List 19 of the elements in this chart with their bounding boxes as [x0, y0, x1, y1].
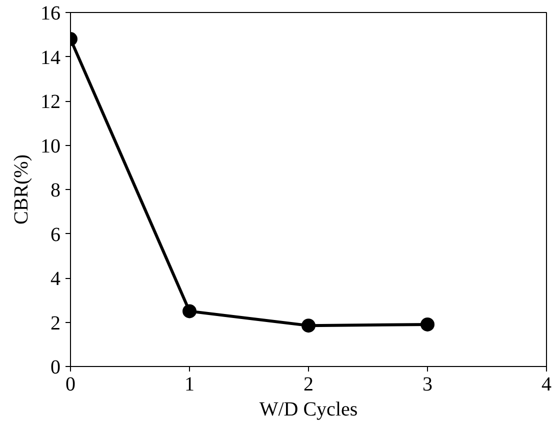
x-axis-title: W/D Cycles [259, 398, 358, 420]
x-tick-label: 0 [66, 374, 76, 396]
y-tick-label: 0 [50, 356, 60, 378]
x-tick-label: 2 [304, 374, 314, 396]
y-tick-label: 4 [50, 268, 60, 290]
point [302, 318, 316, 333]
point [420, 317, 434, 332]
y-tick-label: 12 [40, 91, 60, 113]
x-tick-label: 1 [184, 374, 194, 396]
y-tick-label: 10 [40, 135, 60, 158]
y-axis-title: CBR(%) [10, 154, 32, 224]
y-tick-label: 2 [50, 312, 60, 334]
y-tick-label: 14 [40, 46, 60, 69]
y-tick-label: 6 [50, 224, 60, 246]
x-tick-label: 4 [542, 374, 552, 396]
x-tick-label: 3 [422, 374, 432, 396]
y-tick-label: 16 [40, 2, 60, 24]
y-tick-label: 8 [50, 180, 60, 202]
point [182, 304, 196, 318]
